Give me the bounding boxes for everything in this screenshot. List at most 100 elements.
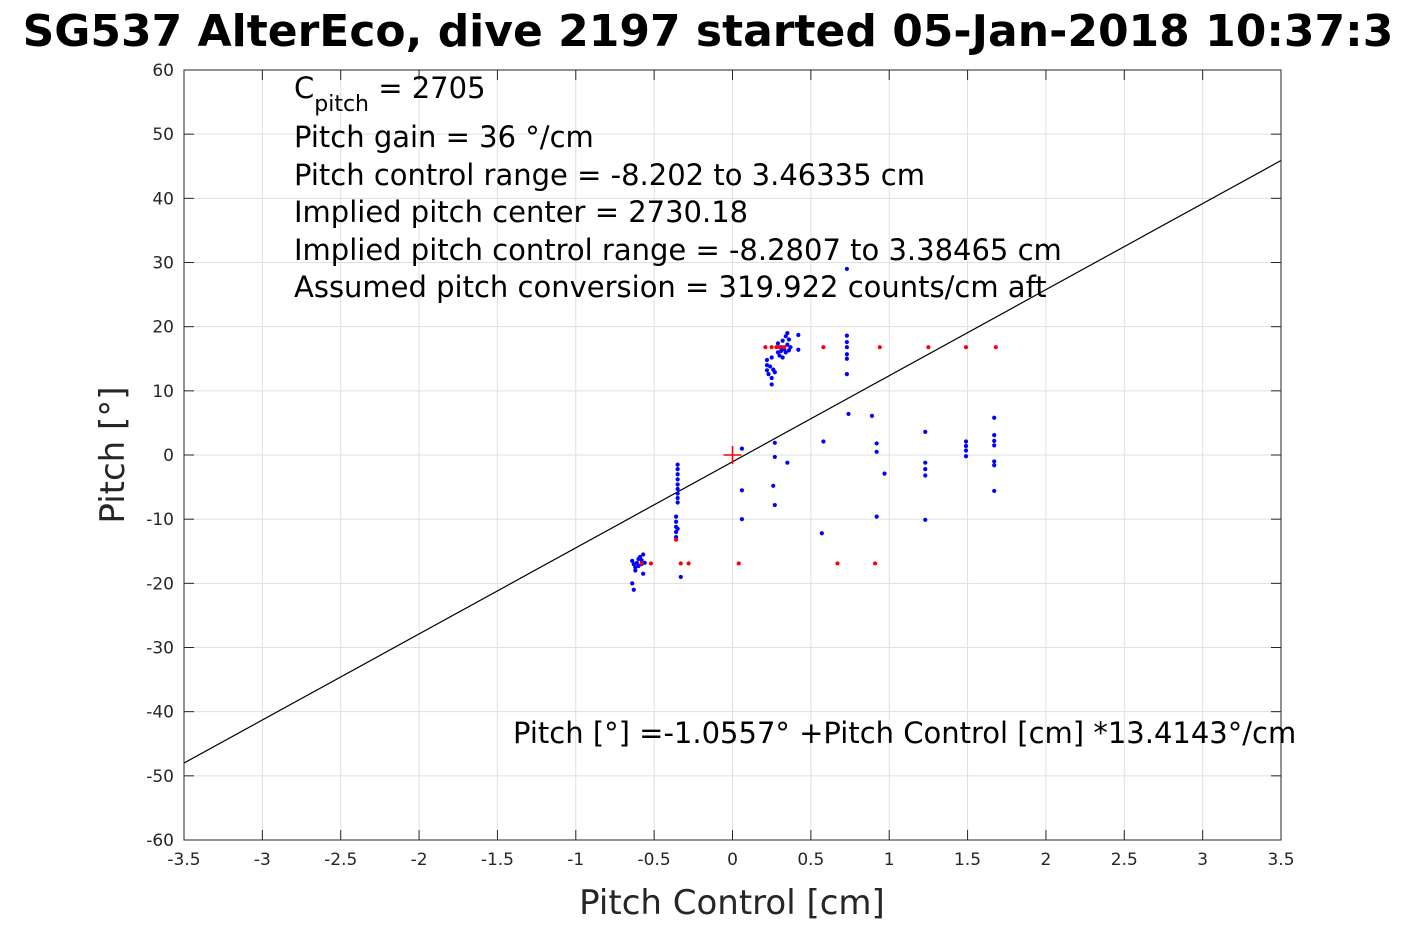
y-tick-label: 30 bbox=[152, 254, 174, 274]
observed-data-point bbox=[963, 448, 969, 453]
observed-data-point bbox=[819, 531, 824, 536]
observed-data-point bbox=[673, 519, 679, 524]
chart-title: SG537 AlterEco, dive 2197 started 05-Jan… bbox=[23, 6, 1394, 57]
y-tick-label: 10 bbox=[152, 382, 174, 402]
observed-data-point bbox=[874, 441, 879, 446]
center-marker-group bbox=[723, 446, 742, 464]
data-points bbox=[630, 266, 998, 592]
plot-frame bbox=[183, 69, 1282, 841]
observed-data-point bbox=[796, 347, 801, 352]
x-tick-label: 1 bbox=[884, 850, 895, 870]
control-range-annotation: Pitch control range = -8.202 to 3.46335 … bbox=[294, 158, 925, 192]
observed-data-point bbox=[783, 334, 788, 339]
observed-data-point bbox=[771, 483, 776, 488]
observed-data-point bbox=[630, 558, 635, 563]
observed-data-point bbox=[769, 375, 774, 381]
observed-data-point bbox=[780, 355, 785, 360]
observed-data-point bbox=[675, 467, 680, 472]
excluded-data-point bbox=[873, 561, 878, 566]
x-tick-label: 2 bbox=[1041, 850, 1052, 870]
observed-data-point bbox=[821, 439, 826, 444]
observed-data-point bbox=[764, 368, 770, 373]
excluded-data-point bbox=[639, 561, 644, 566]
observed-data-point bbox=[739, 446, 745, 451]
observed-data-point bbox=[844, 356, 850, 361]
observed-data-point bbox=[772, 454, 777, 460]
observed-data-point bbox=[772, 370, 777, 375]
observed-data-point bbox=[963, 443, 969, 449]
observed-data-point bbox=[869, 413, 875, 418]
y-tick-label: -50 bbox=[146, 767, 174, 787]
excluded-data-point bbox=[686, 561, 691, 566]
y-tick-label: -10 bbox=[146, 510, 174, 530]
x-tick-label: 0.5 bbox=[797, 850, 824, 870]
observed-data-point bbox=[923, 517, 928, 522]
observed-data-point bbox=[775, 341, 781, 346]
observed-data-point bbox=[992, 443, 997, 448]
observed-data-point bbox=[992, 459, 997, 464]
y-tick-label: 20 bbox=[152, 318, 174, 338]
observed-data-point bbox=[844, 333, 850, 338]
excluded-data-point bbox=[877, 345, 882, 350]
observed-data-point bbox=[675, 482, 680, 487]
y-tick-label: -20 bbox=[146, 574, 174, 594]
implied-range-annotation: Implied pitch control range = -8.2807 to… bbox=[294, 233, 1062, 267]
observed-data-point bbox=[786, 348, 792, 353]
x-tick-label: -3.5 bbox=[167, 850, 200, 870]
excluded-data-point bbox=[993, 345, 998, 350]
x-tick-label: 3 bbox=[1197, 850, 1208, 870]
observed-data-point bbox=[786, 337, 792, 342]
y-tick-label: -30 bbox=[146, 639, 174, 659]
observed-data-point bbox=[772, 440, 777, 445]
observed-data-point bbox=[844, 266, 850, 272]
observed-data-point bbox=[675, 526, 680, 531]
excluded-data-point bbox=[782, 345, 787, 350]
excluded-data-point bbox=[777, 345, 782, 350]
x-tick-label: -2 bbox=[411, 850, 428, 870]
y-tick-label: 0 bbox=[163, 446, 174, 466]
observed-data-point bbox=[844, 345, 850, 350]
x-axis-label: Pitch Control [cm] bbox=[579, 883, 885, 923]
excluded-data-point bbox=[769, 345, 774, 350]
observed-data-point bbox=[992, 438, 997, 443]
excluded-data-point bbox=[763, 345, 768, 350]
observed-data-point bbox=[963, 454, 969, 459]
observed-data-point bbox=[642, 560, 647, 565]
observed-data-point bbox=[923, 429, 928, 434]
observed-data-point bbox=[675, 500, 680, 505]
observed-data-point bbox=[739, 488, 745, 493]
observed-data-point bbox=[636, 563, 641, 569]
x-tick-label: 1.5 bbox=[954, 850, 981, 870]
observed-data-point bbox=[673, 529, 679, 535]
axis-ticks: -3.5 -3 -2.5 -2 -1.5 -1 -0.5 0 0.5 1 1.5 2 2.5 3 3.5 60… bbox=[146, 61, 1294, 870]
x-tick-label: -1.5 bbox=[481, 850, 514, 870]
implied-center-annotation: Implied pitch center = 2730.18 bbox=[294, 195, 748, 229]
observed-data-point bbox=[764, 357, 770, 363]
x-tick-label: 2.5 bbox=[1111, 850, 1138, 870]
observed-data-point bbox=[923, 460, 928, 465]
observed-data-point bbox=[641, 571, 646, 576]
observed-data-point bbox=[785, 342, 790, 347]
y-tick-label: -40 bbox=[146, 703, 174, 723]
observed-data-point bbox=[844, 372, 850, 377]
observed-data-point bbox=[992, 488, 997, 494]
y-tick-label: -60 bbox=[146, 831, 174, 851]
excluded-data-point bbox=[774, 345, 779, 350]
observed-data-point bbox=[739, 517, 745, 522]
observed-data-point bbox=[992, 463, 997, 468]
observed-data-point bbox=[844, 352, 850, 357]
excluded-data-point bbox=[648, 561, 654, 566]
y-tick-label: 60 bbox=[152, 61, 174, 81]
c-pitch-symbol: C bbox=[294, 71, 314, 105]
observed-data-point bbox=[796, 332, 801, 338]
c-pitch-annotation: Cpitch = 2705 bbox=[294, 71, 486, 117]
excluded-data-point bbox=[678, 561, 683, 566]
observed-data-point bbox=[641, 552, 646, 557]
observed-data-point bbox=[777, 353, 782, 358]
x-tick-label: -1 bbox=[567, 850, 584, 870]
observed-data-point bbox=[963, 439, 969, 444]
observed-data-point bbox=[846, 411, 851, 417]
observed-data-point bbox=[639, 558, 644, 563]
excluded-data-point bbox=[926, 345, 931, 350]
